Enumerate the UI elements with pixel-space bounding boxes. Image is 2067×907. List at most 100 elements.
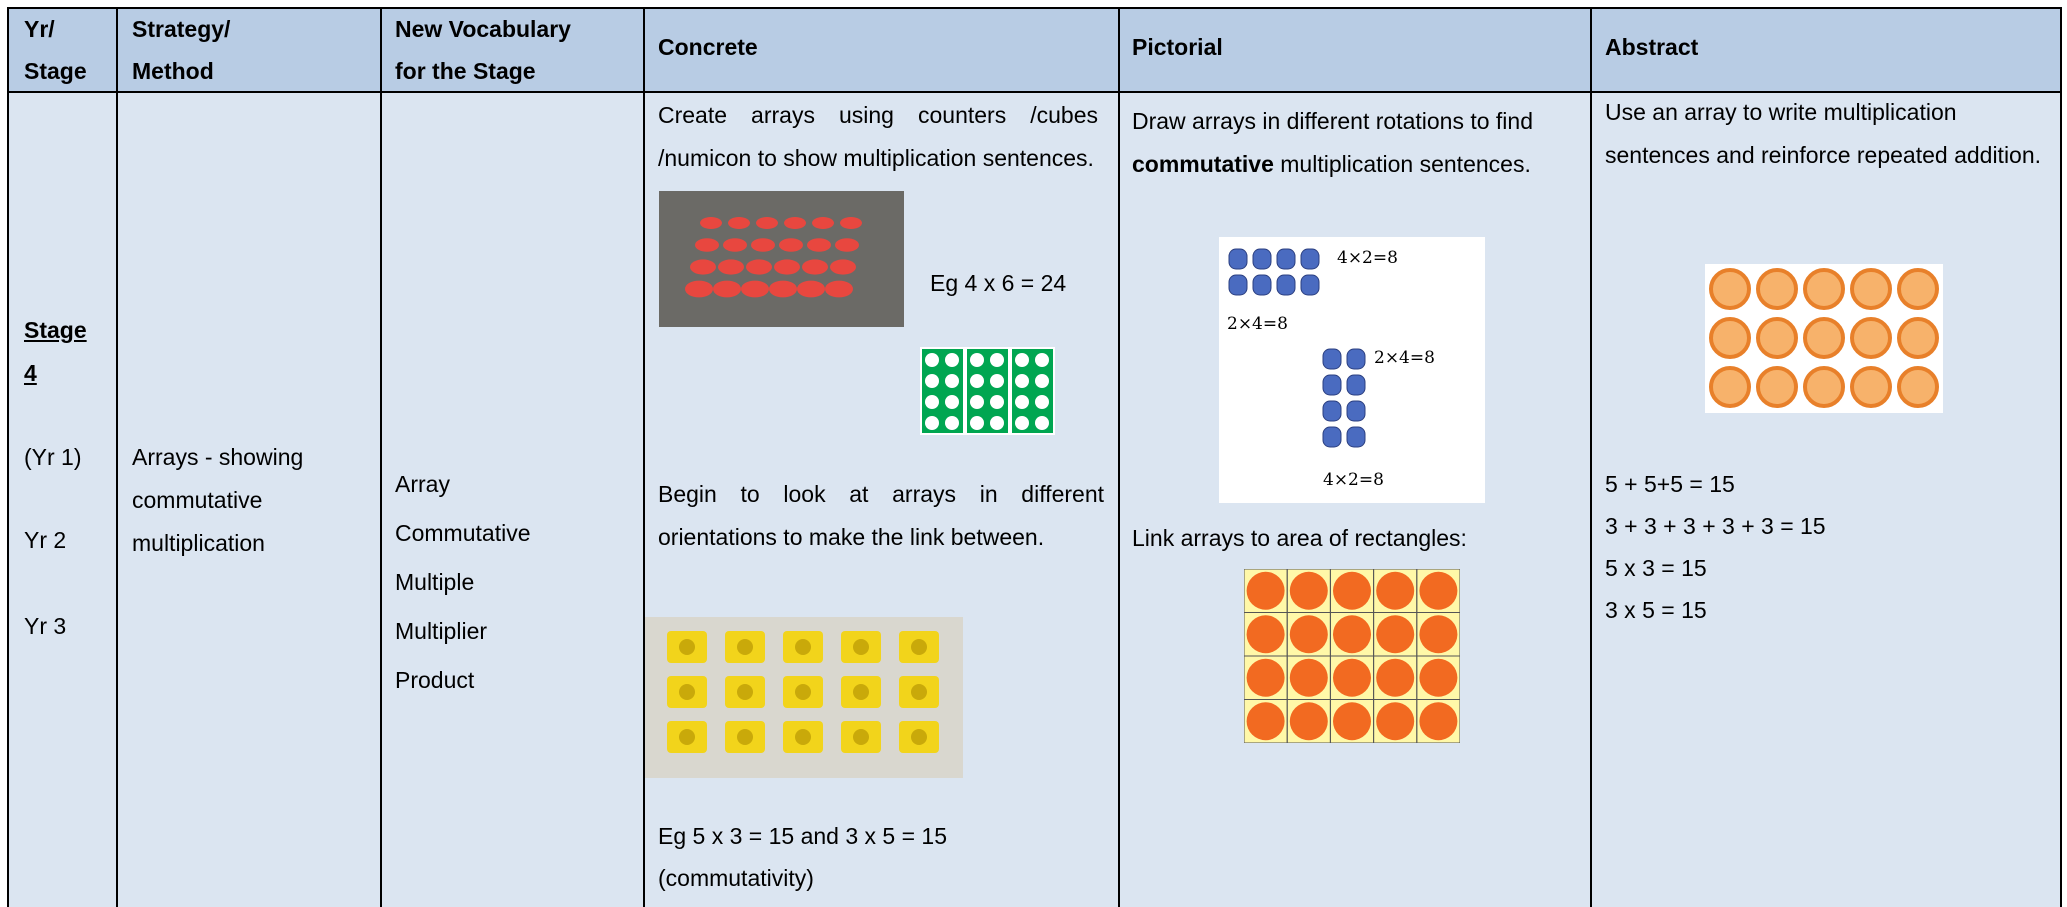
year: (Yr 1) (24, 444, 82, 470)
counter (756, 217, 778, 229)
numicon-hole (990, 374, 1004, 388)
counter (802, 259, 828, 275)
array-counter (1300, 274, 1320, 296)
header-cell (116, 7, 381, 93)
pictorial-area: Link arrays to area of rectangles: (1132, 525, 1467, 551)
counter (784, 217, 806, 229)
array-circle (1709, 268, 1751, 310)
array-circle (1897, 317, 1939, 359)
header-text: Stage (24, 58, 87, 84)
header-cell (643, 7, 1119, 93)
counter (741, 280, 769, 298)
array-counter (1346, 348, 1366, 370)
year: Yr 2 (24, 527, 67, 553)
circles-image (1705, 264, 1943, 413)
grid-counter (1333, 658, 1371, 697)
grid-counter (1246, 702, 1285, 741)
numicon-hole (990, 353, 1004, 367)
numicon-hole (925, 353, 939, 367)
cube-stud (853, 729, 869, 745)
array-circle (1709, 366, 1751, 408)
grid-counter (1333, 571, 1371, 610)
grid-counter (1246, 658, 1285, 697)
array-counter (1346, 400, 1366, 422)
array-circle (1850, 317, 1892, 359)
vocabulary-word: Array (395, 471, 450, 497)
grid-counter (1376, 658, 1415, 697)
header-cell (7, 7, 117, 93)
body-cell (116, 91, 381, 907)
cube-stud (737, 684, 753, 700)
counter (840, 217, 862, 229)
header-text: New Vocabulary (395, 16, 571, 42)
header-text: Method (132, 58, 214, 84)
numicon-hole (925, 395, 939, 409)
grid-counter (1419, 702, 1458, 741)
abstract-sentence: 3 x 5 = 15 (1605, 597, 1707, 623)
counters-photo (659, 191, 904, 327)
concrete-orientation: Begin to look at arrays in different ori… (658, 481, 1104, 550)
counter (685, 280, 713, 298)
counter (728, 217, 750, 229)
header-text: Strategy/ (132, 16, 231, 42)
numicon-hole (1015, 374, 1029, 388)
grid-counter (1333, 702, 1371, 741)
cube-stud (911, 684, 927, 700)
cube-stud (737, 729, 753, 745)
grid-counter (1419, 571, 1458, 610)
cube-stud (679, 729, 695, 745)
array-circle (1709, 317, 1751, 359)
numicon-hole (1035, 353, 1049, 367)
grid-cell (1416, 699, 1460, 743)
counter (812, 217, 834, 229)
array-circle (1803, 366, 1845, 408)
counter (835, 238, 859, 252)
grid-counter (1333, 615, 1371, 654)
header-text: Pictorial (1132, 34, 1223, 60)
array-counter (1276, 274, 1296, 296)
array-circle (1756, 366, 1798, 408)
array-figure: 4×2=8 2×4=8 2×4=8 4×2=8 (1219, 237, 1485, 503)
grid-counter (1246, 615, 1285, 654)
grid-counter (1376, 702, 1415, 741)
grid-counter (1419, 658, 1458, 697)
array-circle (1850, 268, 1892, 310)
array-counter (1346, 374, 1366, 396)
vocabulary-word: Commutative (395, 520, 531, 546)
grid-counter (1289, 658, 1328, 697)
numicon-hole (1015, 353, 1029, 367)
numicon-hole (1015, 395, 1029, 409)
concrete-intro-block: Create arrays using counters /cubes /num… (658, 94, 1098, 340)
abstract-sentence: 5 x 3 = 15 (1605, 555, 1707, 581)
concrete-intro: Create arrays using counters /cubes /num… (658, 102, 1098, 171)
abstract-intro: Use an array to write multiplication sen… (1605, 99, 2042, 168)
numicon-image (920, 347, 1055, 435)
array-counter (1228, 248, 1248, 270)
figure-label: 4×2=8 (1337, 248, 1398, 268)
numicon-hole (1035, 416, 1049, 430)
array-counter (1252, 274, 1272, 296)
cube-stud (853, 684, 869, 700)
vocabulary-word: Product (395, 667, 475, 693)
cube-stud (853, 639, 869, 655)
header-cell (1590, 7, 2062, 93)
header-text: for the Stage (395, 58, 536, 84)
photo-background (659, 191, 904, 327)
counter (825, 280, 853, 298)
numicon-hole (970, 416, 984, 430)
array-counter (1276, 248, 1296, 270)
concrete-example: Eg 4 x 6 = 24 (930, 270, 1067, 296)
numicon-hole (990, 395, 1004, 409)
array-counter (1322, 400, 1342, 422)
grid-counter (1289, 615, 1328, 654)
grid-counter (1289, 571, 1328, 610)
header-cell (380, 7, 644, 93)
grid-counter (1419, 615, 1458, 654)
area-grid (1244, 569, 1460, 743)
numicon-hole (945, 395, 959, 409)
array-circle (1850, 366, 1892, 408)
strategy-text: Arrays - showing commutative multiplicat… (132, 444, 304, 556)
vocabulary-word: Multiplier (395, 618, 488, 644)
figure-label: 2×4=8 (1227, 314, 1288, 334)
grid-counter (1289, 702, 1328, 741)
